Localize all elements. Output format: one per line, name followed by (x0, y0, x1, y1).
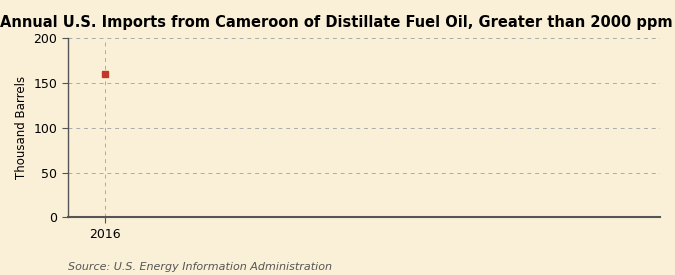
Text: Source: U.S. Energy Information Administration: Source: U.S. Energy Information Administ… (68, 262, 331, 272)
Y-axis label: Thousand Barrels: Thousand Barrels (15, 76, 28, 179)
Title: Annual U.S. Imports from Cameroon of Distillate Fuel Oil, Greater than 2000 ppm : Annual U.S. Imports from Cameroon of Dis… (0, 15, 675, 30)
